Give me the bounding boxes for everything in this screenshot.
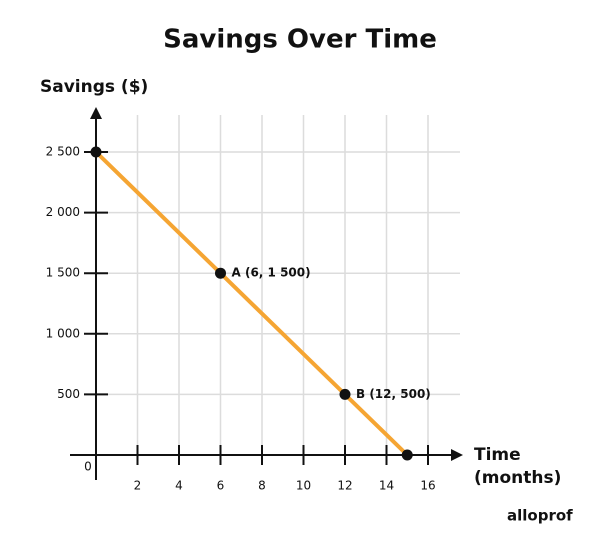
y-axis-label: Savings ($)	[40, 77, 148, 97]
y-tick-label: 1 500	[46, 266, 80, 280]
y-tick-label: 1 000	[46, 326, 80, 340]
point	[339, 388, 351, 400]
origin-label: 0	[84, 460, 92, 474]
x-axis-arrow	[451, 449, 463, 461]
point	[90, 146, 102, 158]
annotation: A (6, 1 500)	[232, 266, 311, 280]
x-tick-label: 14	[379, 479, 394, 493]
x-tick-label: 6	[217, 479, 225, 493]
y-tick-label: 500	[57, 387, 80, 401]
x-tick-label: 16	[420, 479, 435, 493]
x-tick-label: 2	[134, 479, 142, 493]
line	[94, 150, 409, 457]
y-tick-label: 2 500	[46, 145, 80, 159]
x-tick-label: 8	[258, 479, 266, 493]
point	[401, 449, 413, 461]
x-tick-label: 12	[337, 479, 352, 493]
watermark: alloprof	[507, 507, 573, 525]
x-axis-label: (months)	[474, 468, 561, 488]
x-tick-label: 10	[296, 479, 311, 493]
y-tick-label: 2 000	[46, 205, 80, 219]
y-axis-arrow	[90, 107, 102, 119]
chart-title: Savings Over Time	[163, 25, 437, 55]
point	[215, 267, 226, 279]
x-tick-label: 4	[175, 479, 183, 493]
annotation: B (12, 500)	[356, 387, 431, 401]
x-axis-label: Time	[474, 445, 521, 465]
